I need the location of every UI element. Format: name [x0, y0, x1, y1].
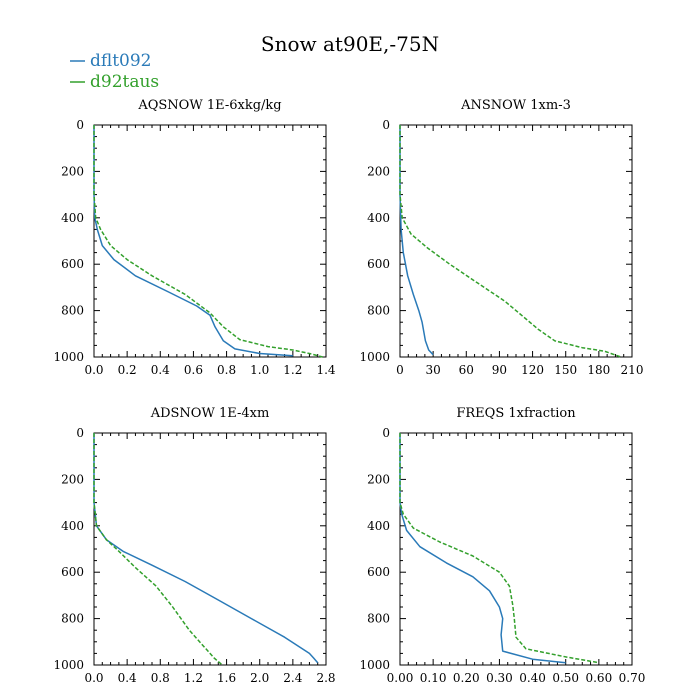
- y-tick-label: 800: [367, 304, 390, 318]
- series-line-d92taus: [399, 433, 600, 664]
- panel-title: FREQS 1xfraction: [456, 406, 576, 421]
- y-tick-label: 1000: [53, 658, 84, 672]
- legend-label-d92taus: d92taus: [90, 72, 159, 92]
- chart-panel-2: ANSNOW 1xm-3 0 30 60 90 120 150 180 210 0 200 400 60…: [359, 98, 643, 377]
- y-tick-label: 0: [76, 426, 84, 440]
- y-tick-label: 800: [367, 612, 390, 626]
- plot-frame: [93, 124, 327, 358]
- y-tick-label: 400: [367, 211, 390, 225]
- series-line-dflt092: [93, 125, 293, 357]
- y-tick-label: 600: [61, 257, 84, 271]
- x-tick-label: 30: [426, 363, 441, 377]
- panel-title: ADSNOW 1E-4xm: [150, 406, 270, 421]
- y-tick-label: 0: [382, 426, 390, 440]
- y-tick-label: 400: [61, 211, 84, 225]
- y-tick-label: 200: [61, 472, 84, 486]
- figure-title: Snow at90E,-75N: [261, 32, 439, 56]
- x-tick-label: 0.70: [619, 671, 646, 685]
- x-tick-label: 0.8: [151, 671, 170, 685]
- x-tick-label: 1.4: [316, 363, 335, 377]
- x-tick-label: 60: [459, 363, 474, 377]
- series-line-dflt092: [399, 433, 566, 664]
- chart-panel-4: FREQS 1xfraction 0.00 0.10 0.20 0.30 0.40 0.50…: [359, 406, 645, 685]
- y-tick-label: 1000: [359, 658, 390, 672]
- x-tick-label: 1.0: [250, 363, 269, 377]
- y-tick-label: 600: [367, 257, 390, 271]
- x-tick-label: 0.0: [84, 363, 103, 377]
- chart-panel-1: AQSNOW 1E-6xkg/kg 0.0 0.2 0.4 0.6 0.8 1.0 1.2 1.…: [53, 98, 335, 377]
- series-line-dflt092: [93, 433, 319, 664]
- y-tick-label: 1000: [53, 350, 84, 364]
- panel-title: ANSNOW 1xm-3: [460, 98, 571, 113]
- x-tick-label: 180: [587, 363, 610, 377]
- x-tick-label: 0.2: [118, 363, 137, 377]
- x-tick-label: 2.8: [316, 671, 335, 685]
- y-tick-label: 800: [61, 612, 84, 626]
- x-tick-label: 0.30: [486, 671, 513, 685]
- x-tick-label: 0.60: [585, 671, 612, 685]
- y-tick-label: 0: [76, 118, 84, 132]
- plot-frame: [399, 124, 633, 358]
- x-tick-label: 0.4: [151, 363, 170, 377]
- chart-panel-3: ADSNOW 1E-4xm 0.0 0.4 0.8 1.2 1.6 2.0 2.4 2.8 0 20…: [53, 406, 335, 685]
- x-tick-label: 0.50: [552, 671, 579, 685]
- y-tick-label: 200: [61, 164, 84, 178]
- x-tick-label: 2.4: [283, 671, 302, 685]
- panel-title: AQSNOW 1E-6xkg/kg: [137, 98, 281, 113]
- x-tick-label: 1.2: [184, 671, 203, 685]
- x-tick-label: 1.6: [217, 671, 236, 685]
- x-tick-label: 1.2: [283, 363, 302, 377]
- plot-frame: [399, 432, 633, 666]
- x-tick-label: 0.8: [217, 363, 236, 377]
- x-tick-label: 90: [492, 363, 507, 377]
- x-tick-label: 120: [521, 363, 544, 377]
- legend-label-dflt092: dflt092: [90, 51, 152, 71]
- y-tick-label: 800: [61, 304, 84, 318]
- x-tick-label: 210: [621, 363, 644, 377]
- y-tick-label: 1000: [359, 350, 390, 364]
- plot-frame: [93, 432, 327, 666]
- series-line-d92taus: [93, 433, 223, 666]
- y-tick-label: 400: [367, 519, 390, 533]
- x-tick-label: 0.40: [519, 671, 546, 685]
- x-tick-label: 0: [396, 363, 404, 377]
- series-line-dflt092: [399, 125, 434, 356]
- x-tick-label: 0.10: [420, 671, 447, 685]
- y-tick-label: 0: [382, 118, 390, 132]
- y-tick-label: 600: [61, 565, 84, 579]
- x-tick-label: 0.6: [184, 363, 203, 377]
- y-tick-label: 200: [367, 472, 390, 486]
- x-tick-label: 150: [554, 363, 577, 377]
- x-tick-label: 0.4: [118, 671, 137, 685]
- y-tick-label: 200: [367, 164, 390, 178]
- x-tick-label: 0.00: [387, 671, 414, 685]
- series-line-d92taus: [93, 125, 323, 358]
- x-tick-label: 0.0: [84, 671, 103, 685]
- x-tick-label: 2.0: [250, 671, 269, 685]
- y-tick-label: 600: [367, 565, 390, 579]
- y-tick-label: 400: [61, 519, 84, 533]
- series-line-d92taus: [399, 125, 622, 358]
- chart-panels: AQSNOW 1E-6xkg/kg 0.0 0.2 0.4 0.6 0.8 1.0 1.2 1.…: [53, 98, 645, 685]
- x-tick-label: 0.20: [453, 671, 480, 685]
